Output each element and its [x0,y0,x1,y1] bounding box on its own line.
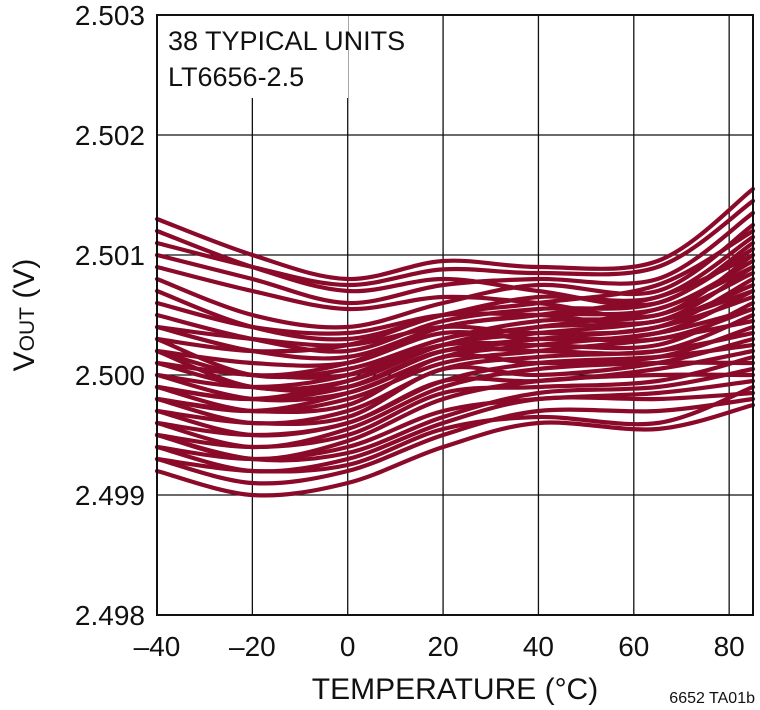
unit-curve-24 [154,288,756,368]
x-tick-label: 80 [714,631,745,662]
unit-curve-2 [154,198,756,288]
unit-curve-31 [154,228,756,354]
unit-curve-28 [154,336,756,427]
x-tick-label: 60 [618,631,649,662]
x-axis-title: TEMPERATURE (°C) [312,673,598,706]
x-tick-label: –40 [134,631,181,662]
unit-curve-29 [154,348,756,438]
y-axis-title-main: V [8,351,41,371]
unit-curve-20 [154,228,756,308]
x-tick-labels: –40 –20 0 20 40 60 80 [134,631,745,662]
figure-code: 6652 TA01b [669,690,755,707]
y-axis-title-sub: OUT [16,307,39,352]
annotation-line-1: 38 TYPICAL UNITS [168,26,405,56]
y-tick-label: 2.498 [75,600,145,631]
annotation-line-2: LT6656-2.5 [168,62,304,92]
plot-frame [156,14,754,616]
y-axis-title: VOUT (V) [8,259,41,372]
unit-curve-32 [154,252,756,378]
unit-curve-35 [154,306,756,414]
unit-curve-30 [154,354,756,450]
unit-curve-37 [154,384,756,474]
unit-curve-4 [154,222,756,330]
unit-curve-1 [154,186,756,282]
x-tick-label: 20 [428,631,459,662]
unit-curve-3 [154,210,756,306]
y-tick-label: 2.499 [75,480,145,511]
unit-curve-18 [154,396,756,486]
unit-curve-33 [154,264,756,390]
x-tick-label: 0 [340,631,356,662]
annotation-box [158,16,348,98]
unit-curve-19 [154,402,756,498]
unit-curve-21 [154,252,756,320]
curves [154,186,756,498]
y-tick-label: 2.501 [75,240,145,271]
y-tick-label: 2.502 [75,120,145,151]
unit-curve-34 [154,288,756,402]
y-tick-label: 2.500 [75,360,145,391]
y-tick-label: 2.503 [75,0,145,31]
x-tick-label: –20 [229,631,276,662]
y-tick-labels: 2.498 2.499 2.500 2.501 2.502 2.503 [75,0,145,631]
unit-curve-38 [154,366,756,463]
y-axis-title-unit: (V) [8,259,41,307]
x-tick-label: 40 [523,631,554,662]
